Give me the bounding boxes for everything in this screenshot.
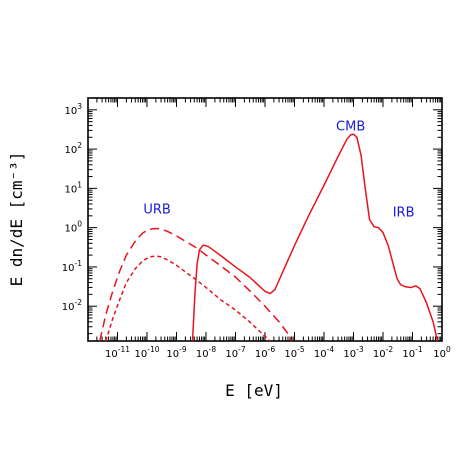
x-tick-label: 100	[433, 345, 451, 360]
annotation-irb: IRB	[393, 206, 415, 221]
series-group	[99, 133, 439, 341]
x-tick-label: 10-11	[105, 345, 130, 360]
x-tick-label: 10-9	[166, 345, 186, 360]
x-tick-label: 10-4	[314, 345, 334, 360]
y-tick-label: 103	[64, 102, 82, 117]
series-line-short-dash	[105, 255, 271, 341]
x-axis-title: E [eV]	[225, 381, 283, 400]
y-tick-label: 10-2	[62, 298, 82, 313]
plot-frame	[87, 97, 443, 342]
y-tick-label: 101	[64, 180, 82, 195]
axis-ticks	[87, 97, 443, 341]
y-tick-label: 102	[64, 141, 82, 156]
y-tick-label: 10-1	[62, 259, 82, 274]
x-tick-label: 10-3	[343, 345, 363, 360]
x-tick-label: 10-6	[255, 345, 275, 360]
annotations: CMB URB IRB	[143, 119, 414, 220]
y-tick-labels: 10-2 10-1 100 101 102 103	[62, 102, 82, 313]
x-tick-label: 10-1	[402, 345, 422, 360]
series-line-solid	[191, 133, 439, 341]
x-tick-label: 10-8	[196, 345, 216, 360]
x-tick-label: 10-10	[135, 345, 160, 360]
y-tick-label: 100	[64, 220, 82, 235]
series-line-long-dash	[99, 227, 293, 341]
x-tick-label: 10-5	[284, 345, 304, 360]
y-axis-title: E dn/dE [cm⁻³]	[7, 152, 26, 287]
x-tick-label: 10-7	[225, 345, 245, 360]
annotation-urb: URB	[143, 202, 170, 217]
x-tick-label: 10-2	[373, 345, 393, 360]
annotation-cmb: CMB	[336, 119, 365, 134]
x-tick-labels: 10-11 10-10 10-9 10-8 10-7 10-6 10-5 10-4 10-3 10…	[105, 345, 451, 360]
